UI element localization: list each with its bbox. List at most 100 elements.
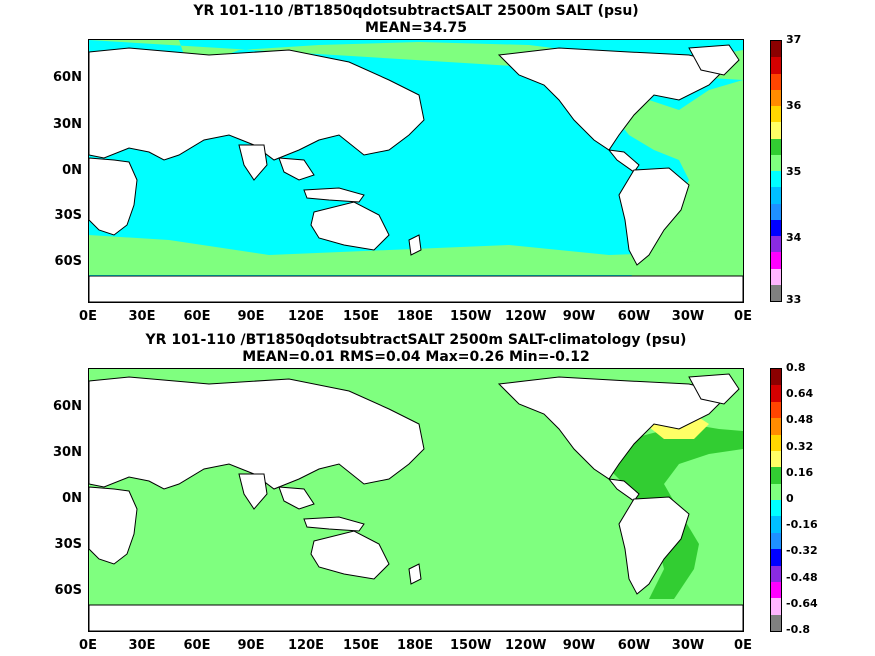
colorbar-segment <box>771 614 781 631</box>
bottom-land-nz <box>408 563 422 585</box>
top-lat-label-0n: 0N <box>62 163 82 178</box>
colorbar-segment <box>771 434 781 451</box>
top-land-seasia <box>278 157 315 181</box>
top-land-central-america <box>607 149 640 173</box>
colorbar-segment <box>771 236 781 253</box>
bottom-land-south-america <box>618 496 690 595</box>
top-lon-label: 150E <box>342 309 380 324</box>
top-land-australia <box>310 201 390 251</box>
colorbar-segment <box>771 203 781 220</box>
bottom-lon-label: 180E <box>396 638 434 653</box>
colorbar-segment <box>771 171 781 188</box>
top-land-africa <box>89 157 138 236</box>
colorbar-segment <box>771 41 781 58</box>
top-land <box>89 44 743 302</box>
bottom-colorbar-label: 0.8 <box>786 361 806 374</box>
top-lon-label: 60E <box>183 309 211 324</box>
bottom-colorbar-label: -0.8 <box>786 623 811 636</box>
top-land-north-america <box>497 47 730 151</box>
bottom-colorbar <box>770 368 782 632</box>
top-lon-label: 120E <box>287 309 325 324</box>
bottom-colorbar-label: -0.64 <box>786 597 818 610</box>
colorbar-segment <box>771 284 781 301</box>
top-salinity-map <box>88 39 744 303</box>
top-lat-label-30s: 30S <box>54 208 82 223</box>
top-lon-label: 0E <box>79 309 97 324</box>
colorbar-segment <box>771 252 781 269</box>
bottom-lon-label: 30W <box>671 638 705 653</box>
bottom-land-greenland <box>688 373 740 405</box>
top-land-south-america <box>618 167 690 266</box>
bottom-lon-label: 60E <box>183 638 211 653</box>
colorbar-segment <box>771 483 781 500</box>
bottom-anomaly-map <box>88 368 744 632</box>
top-lat-label-60n: 60N <box>53 70 82 85</box>
bottom-lat-label-30n: 30N <box>53 445 82 460</box>
colorbar-segment <box>771 138 781 155</box>
bottom-lon-label: 60W <box>617 638 651 653</box>
top-lon-label: 90E <box>237 309 265 324</box>
bottom-colorbar-label: -0.16 <box>786 518 818 531</box>
colorbar-segment <box>771 219 781 236</box>
colorbar-segment <box>771 549 781 566</box>
colorbar-segment <box>771 154 781 171</box>
top-map-mean: MEAN=34.75 <box>364 20 468 36</box>
colorbar-segment <box>771 532 781 550</box>
bottom-land-australia <box>310 530 390 580</box>
bottom-colorbar-label: 0 <box>786 492 794 505</box>
bottom-lat-label-60s: 60S <box>54 583 82 598</box>
bottom-land-india <box>238 473 268 510</box>
bottom-land-indonesia <box>303 516 365 532</box>
bottom-map-stats: MEAN=0.01 RMS=0.04 Max=0.26 Min=-0.12 <box>242 349 590 365</box>
colorbar-segment <box>771 401 781 419</box>
top-colorbar-label: 35 <box>786 165 802 178</box>
bottom-lon-label: 90W <box>562 638 596 653</box>
top-lon-label: 30E <box>128 309 156 324</box>
top-lon-label: 60W <box>617 309 651 324</box>
top-colorbar-label: 37 <box>786 33 802 46</box>
top-lat-label-30n: 30N <box>53 117 82 132</box>
top-lat-label-60s: 60S <box>54 254 82 269</box>
colorbar-segment <box>771 450 781 468</box>
bottom-colorbar-label: 0.64 <box>786 387 814 400</box>
colorbar-segment <box>771 187 781 204</box>
top-colorbar-label: 36 <box>786 99 802 112</box>
bottom-lon-label: 120E <box>287 638 325 653</box>
bottom-colorbar-label: -0.48 <box>786 571 818 584</box>
colorbar-segment <box>771 268 781 285</box>
top-lon-label: 180E <box>396 309 434 324</box>
bottom-land-antarctica <box>89 604 743 631</box>
colorbar-segment <box>771 89 781 106</box>
colorbar-segment <box>771 418 781 435</box>
bottom-lon-label: 120W <box>505 638 547 653</box>
colorbar-segment <box>771 500 781 517</box>
top-lon-label: 150W <box>450 309 492 324</box>
colorbar-segment <box>771 598 781 615</box>
colorbar-segment <box>771 122 781 139</box>
bottom-lon-label: 150W <box>450 638 492 653</box>
bottom-land-central-america <box>607 478 640 502</box>
top-land-india <box>238 144 268 181</box>
bottom-lon-label: 90E <box>237 638 265 653</box>
colorbar-segment <box>771 565 781 582</box>
bottom-colorbar-label: 0.48 <box>786 413 814 426</box>
top-colorbar-label: 33 <box>786 293 802 306</box>
bottom-colorbar-label: 0.32 <box>786 440 814 453</box>
top-colorbar-label: 34 <box>786 231 802 244</box>
bottom-colorbar-label: 0.16 <box>786 466 814 479</box>
bottom-lon-label: 0E <box>79 638 97 653</box>
bottom-lon-label: 150E <box>342 638 380 653</box>
top-lon-label: 30W <box>671 309 705 324</box>
bottom-map-title: YR 101-110 /BT1850qdotsubtractSALT 2500m… <box>145 332 687 348</box>
top-lon-label: 90W <box>562 309 596 324</box>
bottom-lat-label-60n: 60N <box>53 399 82 414</box>
colorbar-segment <box>771 73 781 90</box>
colorbar-segment <box>771 369 781 386</box>
bottom-land-africa <box>89 486 138 565</box>
bottom-colorbar-label: -0.32 <box>786 544 818 557</box>
top-land-antarctica <box>89 275 743 302</box>
bottom-land-north-america <box>497 376 730 480</box>
top-ocean-southern-band <box>89 235 743 275</box>
bottom-land-seasia <box>278 486 315 510</box>
colorbar-segment <box>771 57 781 74</box>
